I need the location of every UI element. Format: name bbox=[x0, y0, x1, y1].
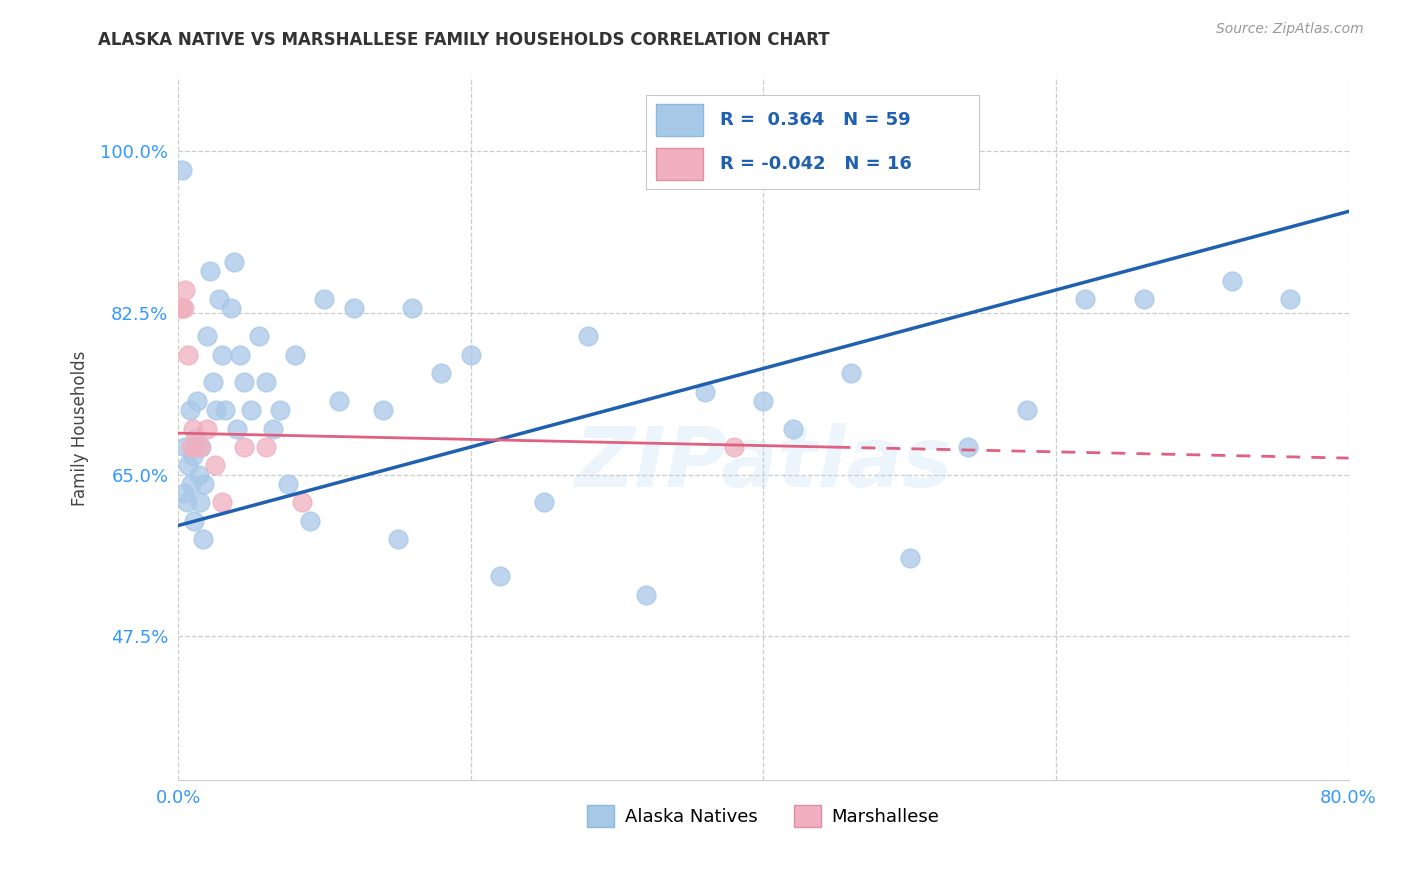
Point bbox=[188, 495, 211, 509]
Legend: Alaska Natives, Marshallese: Alaska Natives, Marshallese bbox=[579, 797, 946, 834]
Point bbox=[1074, 292, 1097, 306]
Point bbox=[191, 533, 214, 547]
Point bbox=[228, 348, 250, 362]
Point bbox=[1015, 403, 1038, 417]
Point bbox=[174, 283, 197, 297]
Point bbox=[187, 467, 209, 482]
Point bbox=[957, 440, 980, 454]
Point bbox=[204, 458, 226, 473]
Point bbox=[181, 449, 204, 463]
Point bbox=[172, 162, 194, 177]
Y-axis label: Family Households: Family Households bbox=[72, 351, 89, 507]
Point bbox=[186, 393, 208, 408]
Point bbox=[200, 264, 222, 278]
Point bbox=[225, 421, 247, 435]
Point bbox=[188, 440, 211, 454]
Point bbox=[533, 495, 555, 509]
Point bbox=[898, 550, 921, 565]
Point bbox=[636, 588, 658, 602]
Point bbox=[371, 403, 394, 417]
Point bbox=[782, 421, 804, 435]
Text: Source: ZipAtlas.com: Source: ZipAtlas.com bbox=[1216, 22, 1364, 37]
Point bbox=[211, 348, 233, 362]
Point bbox=[219, 301, 242, 316]
Point bbox=[173, 486, 195, 500]
Point bbox=[298, 514, 321, 528]
Point bbox=[184, 431, 207, 445]
Point bbox=[752, 393, 775, 408]
Point bbox=[172, 301, 194, 316]
Point bbox=[1132, 292, 1154, 306]
Text: ALASKA NATIVE VS MARSHALLESE FAMILY HOUSEHOLDS CORRELATION CHART: ALASKA NATIVE VS MARSHALLESE FAMILY HOUS… bbox=[98, 31, 830, 49]
Point bbox=[183, 514, 205, 528]
Point bbox=[387, 533, 409, 547]
Point bbox=[173, 301, 195, 316]
Point bbox=[214, 403, 236, 417]
Point bbox=[430, 366, 453, 380]
Point bbox=[176, 495, 198, 509]
Point bbox=[195, 329, 218, 343]
Point bbox=[254, 440, 277, 454]
Point bbox=[208, 292, 231, 306]
Point bbox=[328, 393, 350, 408]
Point bbox=[184, 440, 207, 454]
Point bbox=[247, 329, 270, 343]
Point bbox=[401, 301, 423, 316]
Point bbox=[180, 440, 202, 454]
Point bbox=[195, 421, 218, 435]
Point bbox=[284, 348, 307, 362]
Point bbox=[489, 569, 512, 583]
Point bbox=[1279, 292, 1302, 306]
Point bbox=[693, 384, 716, 399]
Point bbox=[254, 376, 277, 390]
Point bbox=[170, 301, 193, 316]
Point bbox=[181, 421, 204, 435]
Point bbox=[262, 421, 284, 435]
Point bbox=[460, 348, 482, 362]
Point bbox=[190, 440, 212, 454]
Point bbox=[269, 403, 291, 417]
Point bbox=[723, 440, 745, 454]
Point bbox=[193, 477, 215, 491]
Point bbox=[177, 348, 200, 362]
Point bbox=[1220, 274, 1243, 288]
Point bbox=[343, 301, 366, 316]
Point bbox=[174, 440, 197, 454]
Point bbox=[314, 292, 336, 306]
Point bbox=[180, 477, 202, 491]
Point bbox=[232, 376, 254, 390]
Point bbox=[177, 458, 200, 473]
Point bbox=[576, 329, 599, 343]
Text: ZIPatlas: ZIPatlas bbox=[575, 423, 952, 504]
Point bbox=[291, 495, 314, 509]
Point bbox=[211, 495, 233, 509]
Point bbox=[179, 403, 201, 417]
Point bbox=[277, 477, 299, 491]
Point bbox=[222, 255, 245, 269]
Point bbox=[240, 403, 263, 417]
Point bbox=[839, 366, 862, 380]
Point bbox=[202, 376, 225, 390]
Point bbox=[205, 403, 228, 417]
Point bbox=[232, 440, 254, 454]
